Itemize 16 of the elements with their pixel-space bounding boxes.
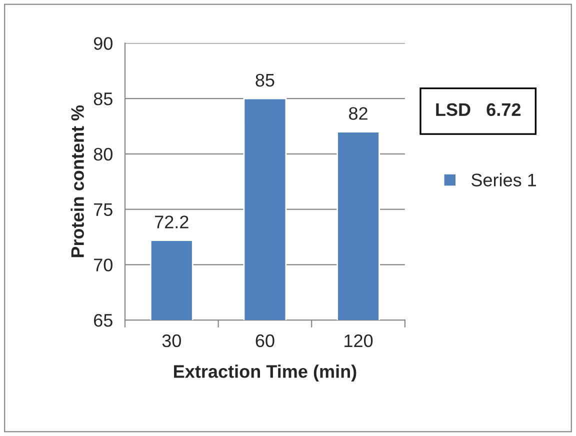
y-tick-label: 75 xyxy=(94,203,112,216)
y-tick-label: 90 xyxy=(94,37,112,50)
x-tick-label: 120 xyxy=(344,334,373,348)
data-label: 72.2 xyxy=(155,216,188,228)
data-label: 85 xyxy=(256,74,274,87)
legend-label: Series 1 xyxy=(471,173,536,186)
y-tick-label: 85 xyxy=(94,92,112,106)
x-tick-label: 60 xyxy=(256,334,274,348)
data-label: 82 xyxy=(349,107,368,120)
x-tick-label: 30 xyxy=(162,334,181,348)
y-axis-title: Protein content % xyxy=(70,105,84,258)
text: LSD 6.72 xyxy=(436,103,521,116)
x-axis-title: Extraction Time (min) xyxy=(174,364,356,382)
y-tick-label: 80 xyxy=(94,148,112,161)
y-tick-label: 65 xyxy=(94,314,112,327)
y-tick-label: 70 xyxy=(94,258,112,272)
